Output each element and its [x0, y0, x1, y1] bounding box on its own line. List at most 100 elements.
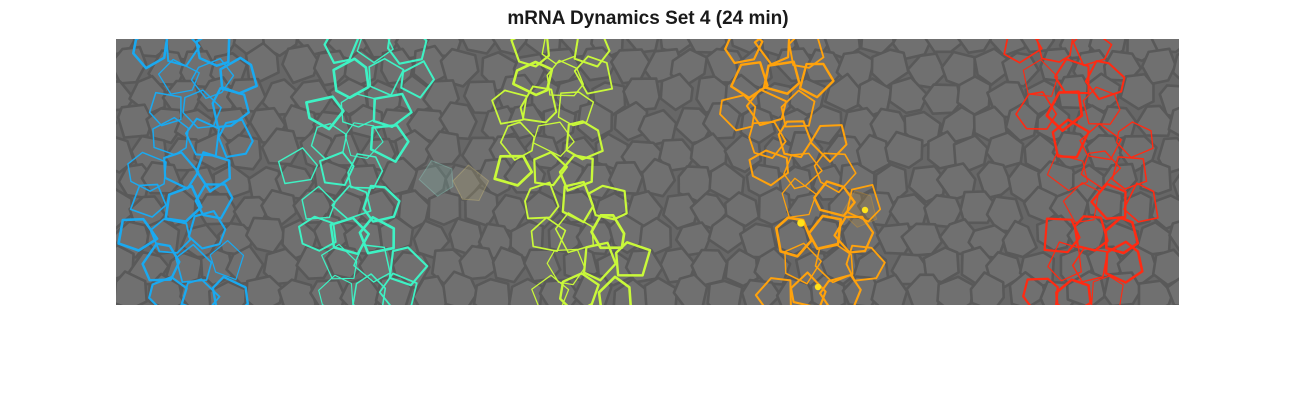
stripe-cell-outline [531, 274, 570, 305]
background-cell [1167, 106, 1179, 137]
background-cell [1019, 39, 1056, 54]
stripe-cell-outline [762, 60, 801, 95]
background-cell [989, 39, 1028, 58]
background-cell [1039, 47, 1076, 83]
background-cell [924, 39, 965, 54]
stripe-cell-outline [1082, 86, 1121, 125]
stripe-cell-outline [1015, 91, 1058, 130]
stripe-cell-outline [195, 39, 231, 67]
stripe-cell-outline [745, 88, 788, 127]
stripe-cell-outline [277, 147, 318, 185]
stripe-cell-outline [175, 243, 213, 283]
stripe-cell-outline [1062, 182, 1100, 223]
background-cell [1126, 39, 1161, 63]
figure-title: mRNA Dynamics Set 4 (24 min) [507, 8, 789, 29]
stripe-cell-outline [777, 120, 813, 159]
stripe-cell-outline [1071, 247, 1109, 283]
background-cell [116, 103, 155, 139]
stripe-cell-outline [185, 117, 220, 157]
background-cell [957, 39, 993, 54]
background-cell [1171, 52, 1179, 80]
stripe-cell-outline [318, 274, 354, 305]
cell-tessellation-image [116, 39, 1179, 305]
stripe-cell-outline [573, 55, 614, 95]
background-cell [261, 39, 299, 58]
stripe-cell-outline [1104, 216, 1140, 255]
stripe-cell-outline [748, 149, 790, 187]
stripe-cell-outline [1080, 150, 1121, 189]
stripe-cell-outline [1111, 156, 1148, 190]
stripe-cell-outline [499, 121, 536, 161]
stripe-cell-outline [320, 243, 358, 280]
stripe-cell-outline [719, 94, 757, 132]
stripe-cell-outline [1079, 123, 1122, 161]
stripe-cell-outline [1036, 39, 1074, 63]
stripe-cell-outline [217, 118, 254, 159]
stripe-cell-outline [557, 91, 595, 127]
stripe-cell-outline [1047, 241, 1082, 282]
stripe-cell-outline [331, 184, 372, 220]
faint-cells [418, 159, 878, 228]
stripe-cell-outline [347, 153, 384, 189]
stripe-cell-outline [813, 180, 856, 218]
stripe-cell-outline [190, 57, 235, 100]
stripe-cell-outline [194, 183, 234, 220]
stripe-cell-outline [789, 271, 827, 305]
stripe-cell-outline [573, 39, 611, 68]
stripe-cell-outline [530, 216, 567, 253]
stripe-cell-outline [748, 121, 787, 159]
background-cell [412, 219, 451, 260]
stripe-cell-outline [1046, 153, 1089, 192]
stripe-1 [117, 39, 258, 305]
stripe-cell-outline [1045, 90, 1084, 133]
stripe-cell-outline [511, 60, 554, 97]
stripe-cell-outline [807, 214, 843, 250]
stripe-cell-outline [1022, 59, 1059, 97]
background-cell [277, 278, 317, 305]
background-cell [701, 101, 742, 140]
stripe-cell-outline [565, 120, 604, 161]
background-cell [460, 39, 500, 55]
stripe-cell-outline [546, 248, 586, 286]
stripe-cell-outline [211, 87, 250, 129]
stripe-2 [277, 39, 435, 305]
stripe-cell-outline [117, 217, 159, 252]
stripe-cell-outline [388, 246, 429, 287]
stripe-cell-outline [372, 92, 413, 129]
stripe-cell-outline [1055, 278, 1092, 305]
stripe-cell-outline [788, 39, 825, 69]
stripe-cell-outline [784, 242, 822, 285]
stripe-cell-outline [813, 152, 857, 194]
background-cell [884, 130, 924, 169]
stripe-cell-outline [182, 89, 222, 129]
stripe-cell-outline [298, 215, 337, 252]
stripe-cell-outline [1084, 59, 1126, 101]
stripe-cell-outline [352, 273, 387, 305]
stripe-cell-outline [1053, 58, 1090, 95]
transcription-spot [797, 219, 805, 227]
stripe-cell-outline [1022, 277, 1059, 305]
stripe-cell-outline [353, 244, 391, 283]
background-cell [427, 190, 462, 226]
stripe-cell-outline [148, 91, 182, 127]
faint-cell [452, 164, 490, 202]
stripe-cell-outline [209, 240, 245, 281]
background-cell [921, 83, 963, 115]
background-cell [775, 276, 817, 305]
stripe-cell-outline [819, 273, 862, 305]
stripe-cell-outline [524, 181, 560, 220]
stripe-cell-outline [152, 116, 189, 156]
stripe-cell-outline [1123, 182, 1159, 223]
stripe-cell-outline [533, 151, 568, 187]
stripe-cell-outline [1003, 39, 1043, 64]
background-cell [1168, 220, 1179, 252]
transcription-spot [861, 206, 869, 214]
stripe-cell-outline [1072, 39, 1113, 67]
stripe-cell-outline [541, 39, 579, 65]
background-cell [309, 278, 347, 305]
stripe-cell-outline [157, 58, 200, 95]
stripe-cell-outline [164, 184, 203, 223]
stripe-cell-outline [129, 183, 167, 218]
background-cell [116, 270, 149, 305]
stripe-cell-outline [369, 124, 410, 163]
